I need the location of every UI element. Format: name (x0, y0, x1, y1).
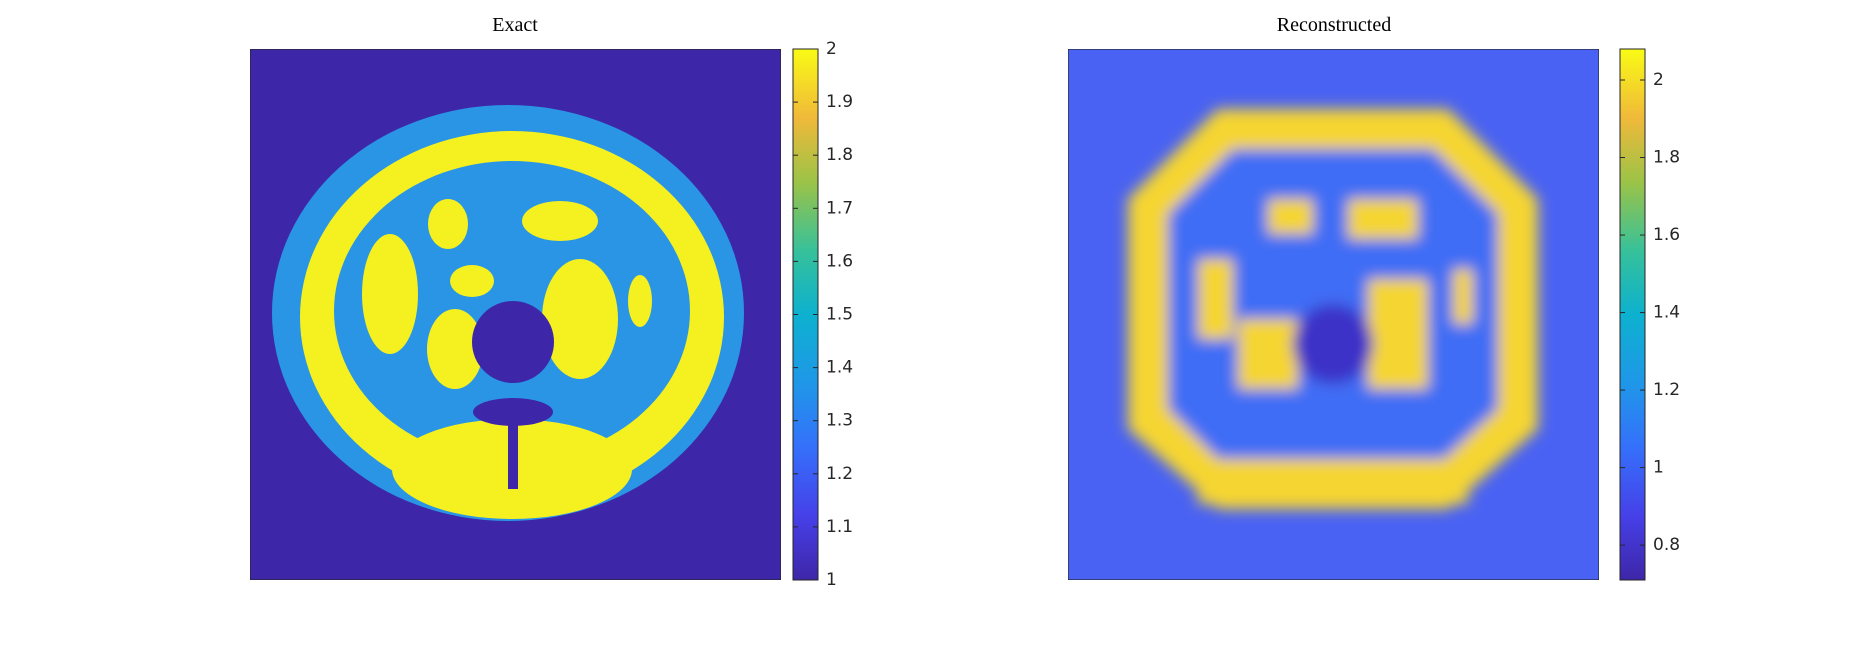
reconstructed-image (1068, 49, 1599, 580)
colorbar-tick-label: 1.6 (826, 251, 853, 271)
colorbar-tick-label: 0.8 (1653, 535, 1680, 555)
colorbar-tick-label: 1 (1653, 458, 1664, 478)
colorbar (1619, 48, 1646, 581)
colorbar-tick-label: 1.4 (1653, 303, 1680, 323)
chart-title: Reconstructed (1277, 14, 1391, 36)
colorbar-tick-label: 1.2 (826, 464, 853, 484)
colorbar-tick-label: 1.8 (1653, 148, 1680, 168)
colorbar-tick-label: 2 (1653, 70, 1664, 90)
colorbar-tick-label: 1.3 (826, 411, 853, 431)
colorbar-tick-label: 1 (826, 570, 837, 590)
colorbar-tick-label: 1.8 (826, 145, 853, 165)
colorbar-tick-label: 1.4 (826, 358, 853, 378)
exact-image (250, 49, 781, 580)
colorbar-tick-label: 1.9 (826, 92, 853, 112)
colorbar-tick-label: 1.5 (826, 305, 853, 325)
chart-title: Exact (492, 14, 538, 36)
colorbar-tick-label: 1.1 (826, 517, 853, 537)
colorbar-tick-label: 2 (826, 39, 837, 59)
colorbar-tick-label: 1.2 (1653, 380, 1680, 400)
colorbar-tick-label: 1.7 (826, 198, 853, 218)
colorbar-tick-label: 1.6 (1653, 225, 1680, 245)
